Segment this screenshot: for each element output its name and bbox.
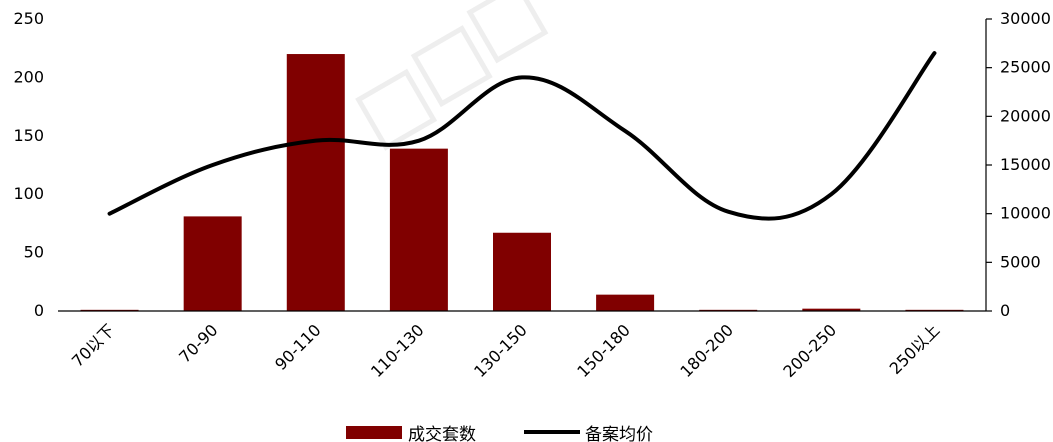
left-tick-label: 150 — [13, 126, 44, 145]
left-tick-label: 200 — [13, 67, 44, 86]
right-tick-label: 20000 — [1000, 106, 1051, 125]
price-line — [107, 51, 937, 221]
x-tick-label: 110-130 — [367, 320, 428, 381]
x-tick-label: 180-200 — [676, 320, 737, 381]
legend-line-label: 备案均价 — [585, 425, 653, 442]
bar-3 — [389, 148, 448, 311]
x-tick-label: 70以下 — [68, 320, 118, 370]
x-tick-label: 130-150 — [470, 320, 531, 381]
right-tick-label: 15000 — [1000, 155, 1051, 174]
bar-2 — [286, 54, 345, 311]
x-tick-label: 150-180 — [573, 320, 634, 381]
left-tick-label: 100 — [13, 184, 44, 203]
bar-4 — [493, 232, 551, 311]
left-tick-label: 0 — [34, 301, 44, 320]
right-tick-label: 10000 — [1000, 204, 1051, 223]
bar-7 — [802, 308, 861, 311]
left-tick-label: 50 — [24, 243, 44, 262]
right-tick-label: 5000 — [1000, 252, 1041, 271]
watermark — [355, 0, 549, 151]
x-tick-label: 250以上 — [886, 320, 944, 378]
x-tick-label: 200-250 — [779, 320, 840, 381]
right-tick-label: 25000 — [1000, 58, 1051, 77]
legend-bar-swatch — [346, 426, 402, 439]
x-tick-label: 70-90 — [175, 320, 221, 366]
legend-bar-label: 成交套数 — [408, 425, 476, 442]
right-tick-label: 30000 — [1000, 9, 1051, 28]
right-tick-label: 0 — [1000, 301, 1010, 320]
x-tick-label: 90-110 — [271, 320, 325, 374]
bar-5 — [596, 294, 655, 311]
left-tick-label: 250 — [13, 9, 44, 28]
bar-1 — [183, 216, 242, 311]
